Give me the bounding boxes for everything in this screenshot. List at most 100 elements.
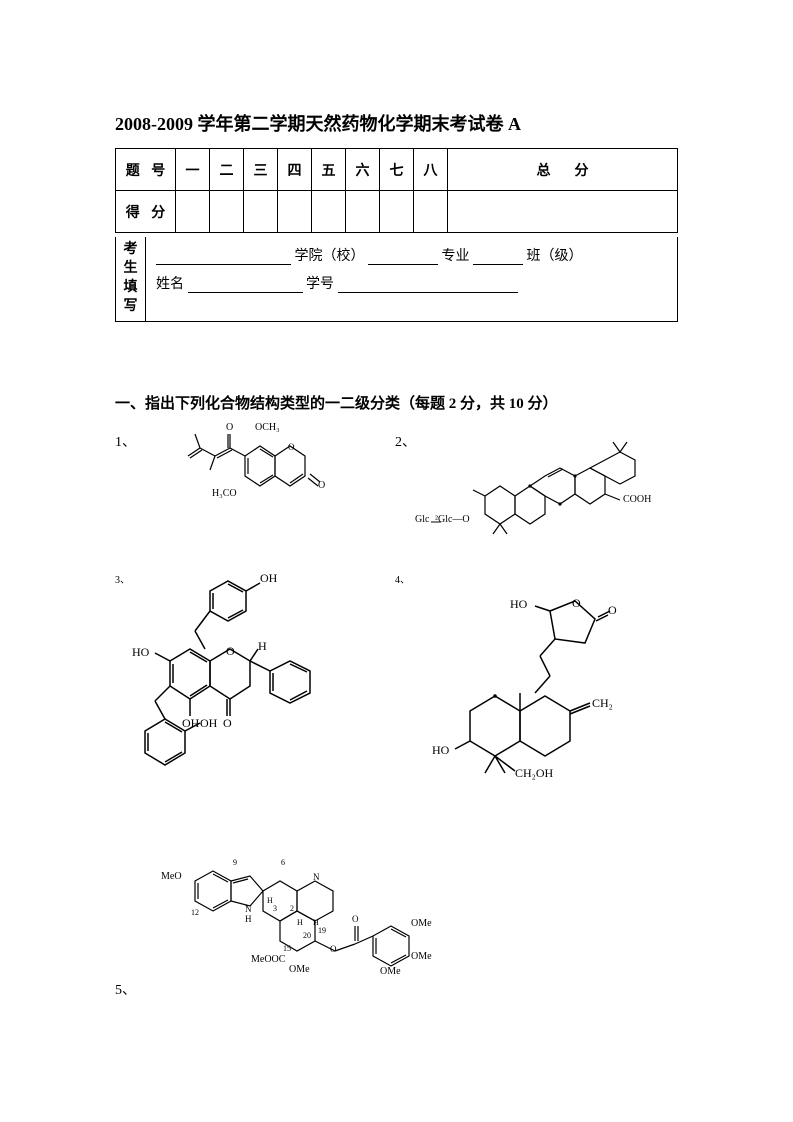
score-cell xyxy=(380,191,414,233)
question-1: 1、 xyxy=(115,431,136,451)
score-cell xyxy=(448,191,678,233)
vlabel-char: 考 xyxy=(124,241,138,260)
col-header: 一 xyxy=(176,149,210,191)
structure-1: O OCH₃ O H₃CO O xyxy=(160,426,350,516)
structure-4: O xyxy=(410,581,660,811)
score-cell xyxy=(278,191,312,233)
svg-text:O: O xyxy=(572,596,581,610)
glc-link-svg xyxy=(431,516,461,528)
label-h3: H xyxy=(313,918,319,927)
label-meooc: MeOOC xyxy=(251,954,285,965)
name-label: 姓名 xyxy=(156,277,184,292)
section-1-heading: 一、指出下列化合物结构类型的一二级分类（每题 2 分，共 10 分） xyxy=(115,392,678,413)
table-row: 得 分 xyxy=(116,191,678,233)
score-cell xyxy=(244,191,278,233)
label-2: 2 xyxy=(290,904,294,913)
total-header: 总分 xyxy=(448,149,678,191)
structure-3: O xyxy=(100,561,350,811)
row-label: 题 号 xyxy=(116,149,176,191)
student-info-box: 考 生 填 写 学院（校） 专业 班（级） 姓名 学号 xyxy=(115,237,678,322)
major-blank xyxy=(368,249,438,265)
label-ome2: OMe xyxy=(411,918,432,929)
vlabel-char: 填 xyxy=(124,279,138,298)
label-o: O xyxy=(318,480,325,491)
label-o: O xyxy=(226,422,233,433)
exam-title: 2008-2009 学年第二学期天然药物化学期末考试卷 A xyxy=(115,110,678,136)
label-20: 20 xyxy=(303,931,311,940)
question-5: 5、 xyxy=(115,979,136,999)
vlabel-char: 写 xyxy=(124,298,138,317)
label-ho-left: HO xyxy=(132,645,149,660)
college-label: 学院（校） xyxy=(295,249,365,264)
info-row-1: 学院（校） 专业 班（级） xyxy=(156,245,667,265)
college-blank xyxy=(156,249,291,265)
label-ome3: OMe xyxy=(411,951,432,962)
info-fields: 学院（校） 专业 班（级） 姓名 学号 xyxy=(146,237,677,321)
label-ome4: OMe xyxy=(380,966,401,977)
structure-2: COOH Glc ²Glc—O xyxy=(415,426,685,536)
label-cooh: COOH xyxy=(623,494,651,505)
label-meo-left: MeO xyxy=(161,871,182,882)
col-header: 七 xyxy=(380,149,414,191)
label-12: 12 xyxy=(191,908,199,917)
score-cell xyxy=(312,191,346,233)
vlabel-char: 生 xyxy=(124,260,138,279)
label-h: H xyxy=(258,639,267,654)
label-3: 3 xyxy=(273,904,277,913)
question-4: 4、 xyxy=(395,571,410,588)
label-h3co: H₃CO xyxy=(212,488,237,499)
label-oh-mid: OH xyxy=(182,716,199,731)
svg-text:O: O xyxy=(226,644,235,658)
label-och3: OCH₃ xyxy=(255,422,280,433)
label-ch2: CH₂ xyxy=(592,696,613,711)
molecule-1-svg: O xyxy=(160,426,350,516)
svg-text:O: O xyxy=(288,442,295,452)
col-header: 三 xyxy=(244,149,278,191)
table-row: 题 号 一 二 三 四 五 六 七 八 总分 xyxy=(116,149,678,191)
vertical-label: 考 生 填 写 xyxy=(116,237,146,321)
label-n: N xyxy=(313,872,320,882)
major-label: 专业 xyxy=(442,249,470,264)
label-o-carbonyl: O xyxy=(223,716,232,731)
structures-container: 1、 O xyxy=(115,431,678,1031)
row-label: 得 分 xyxy=(116,191,176,233)
label-15: 15 xyxy=(283,944,291,953)
class-label: 班（级） xyxy=(527,249,583,264)
label-o-ester: O xyxy=(330,944,337,954)
score-cell xyxy=(210,191,244,233)
score-cell xyxy=(346,191,380,233)
class-blank xyxy=(473,249,523,265)
score-cell xyxy=(414,191,448,233)
col-header: 四 xyxy=(278,149,312,191)
molecule-5-svg xyxy=(155,826,515,996)
label-oh-top: OH xyxy=(260,571,277,586)
label-ome1: OMe xyxy=(289,964,310,975)
col-header: 六 xyxy=(346,149,380,191)
info-row-2: 姓名 学号 xyxy=(156,273,667,293)
label-ho-left: HO xyxy=(432,743,449,758)
col-header: 五 xyxy=(312,149,346,191)
label-h1: H xyxy=(267,896,273,905)
col-header: 二 xyxy=(210,149,244,191)
label-ho-mid: HO xyxy=(510,597,527,612)
label-h2: H xyxy=(297,918,303,927)
label-o-dbl: O xyxy=(352,914,359,924)
id-blank xyxy=(338,277,518,293)
name-blank xyxy=(188,277,303,293)
q2-number: 2、 xyxy=(395,435,416,450)
label-oh-bot: OH xyxy=(200,716,217,731)
label-glc: Glc xyxy=(415,514,429,525)
id-label: 学号 xyxy=(306,277,334,292)
label-9: 9 xyxy=(233,858,237,867)
q1-number: 1、 xyxy=(115,435,136,450)
question-2: 2、 xyxy=(395,431,416,451)
label-6: 6 xyxy=(281,858,285,867)
structure-5: MeO NH N MeOOC OMe O O OMe OMe OMe 9 6 1… xyxy=(155,826,515,996)
q5-number: 5、 xyxy=(115,983,136,998)
q4-number: 4、 xyxy=(395,575,410,586)
label-ch2oh: CH₂OH xyxy=(515,766,553,781)
label-19: 19 xyxy=(318,926,326,935)
score-cell xyxy=(176,191,210,233)
label-o-lact: O xyxy=(608,603,617,618)
molecule-3-svg: O xyxy=(100,561,350,811)
